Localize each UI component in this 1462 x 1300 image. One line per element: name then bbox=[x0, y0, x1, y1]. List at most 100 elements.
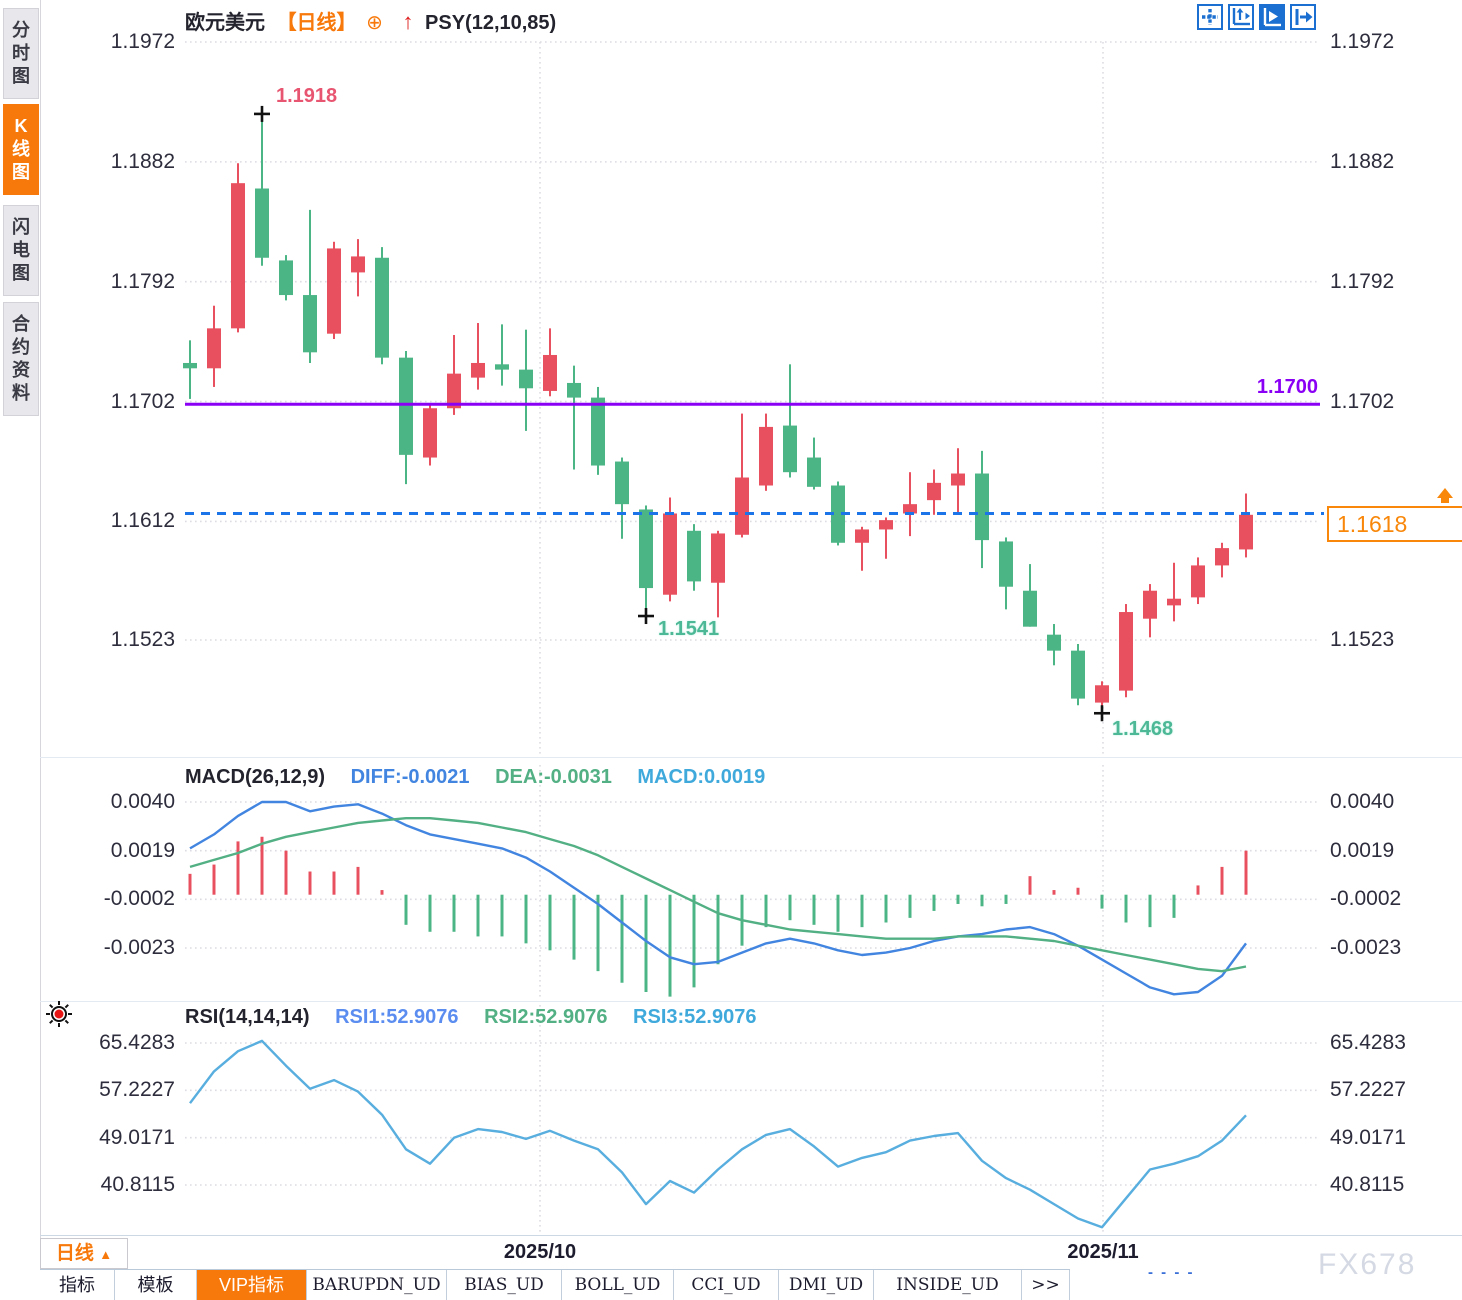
price-axis-label: 1.1972 bbox=[1330, 30, 1395, 53]
x-axis-date: 2025/11 bbox=[1067, 1241, 1139, 1263]
last-price-badge[interactable]: 1.1618 bbox=[1327, 506, 1462, 542]
macd-axis-label: -0.0023 bbox=[1330, 936, 1402, 959]
candle-body bbox=[399, 357, 413, 455]
macd-axis-label: -0.0002 bbox=[1330, 887, 1402, 911]
price-axis-label: 1.1792 bbox=[110, 269, 175, 293]
panel-separator bbox=[40, 1001, 1462, 1002]
period-tag[interactable]: 【日线】 bbox=[276, 12, 357, 34]
watermark: FX678 bbox=[1318, 1248, 1417, 1281]
rsi2-value: RSI2:52.9076 bbox=[484, 1006, 608, 1028]
candle-body bbox=[687, 530, 701, 582]
candle-body bbox=[1095, 685, 1109, 703]
price-up-marker-icon bbox=[1437, 488, 1453, 503]
candle-body bbox=[1023, 590, 1037, 627]
candle-body bbox=[663, 513, 677, 595]
rsi-axis-label: 57.2227 bbox=[1330, 1078, 1406, 1102]
panel-separator bbox=[40, 1235, 1462, 1236]
period-selector[interactable]: 日线 ▲ bbox=[40, 1238, 128, 1269]
candle-body bbox=[543, 354, 557, 391]
rsi-axis-label: 40.8115 bbox=[1330, 1172, 1405, 1196]
sidebar-tab-kline[interactable]: K线图 bbox=[3, 104, 39, 195]
panel-separator bbox=[40, 757, 1462, 758]
axis-scale-icon[interactable] bbox=[1228, 4, 1254, 30]
price-axis-label: 1.1523 bbox=[1330, 628, 1395, 651]
tab-barupdn-ud[interactable]: BARUPDN_UD bbox=[307, 1270, 447, 1300]
truncated-dashes: - - - - bbox=[1148, 1264, 1195, 1281]
tab-inside-ud[interactable]: INSIDE_UD bbox=[874, 1270, 1022, 1300]
indicator-settings-sun-icon[interactable] bbox=[45, 1000, 73, 1028]
macd-axis-label: 0.0040 bbox=[110, 790, 175, 813]
indicator-tabbar: 指标 模板 VIP指标 BARUPDN_UD BIAS_UD BOLL_UD C… bbox=[40, 1269, 1070, 1300]
tab-boll-ud[interactable]: BOLL_UD bbox=[562, 1270, 674, 1300]
rsi-axis-label: 49.0171 bbox=[1330, 1125, 1406, 1149]
candle-body bbox=[351, 256, 365, 273]
candle-body bbox=[423, 408, 437, 458]
tab-vip-indicators[interactable]: VIP指标 bbox=[197, 1270, 307, 1300]
low2-price-annotation: 1.1468 bbox=[1112, 718, 1174, 740]
rsi1-value: RSI1:52.9076 bbox=[335, 1006, 459, 1028]
candle-body bbox=[519, 369, 533, 389]
sidebar-tab-flash[interactable]: 闪电图 bbox=[3, 205, 39, 296]
candle-body bbox=[999, 541, 1013, 587]
sidebar: 分时图 K线图 闪电图 合约资料 bbox=[0, 0, 41, 1268]
candle-body bbox=[1047, 634, 1061, 651]
candle-body bbox=[855, 529, 869, 543]
candle-body bbox=[231, 183, 245, 329]
price-axis-label: 1.1702 bbox=[110, 389, 175, 413]
candle-body bbox=[759, 426, 773, 486]
pan-right-icon[interactable] bbox=[1290, 4, 1316, 30]
tab-templates[interactable]: 模板 bbox=[115, 1270, 197, 1300]
sidebar-tab-label: 分时图 bbox=[12, 20, 30, 86]
crosshair-move-icon[interactable] bbox=[1197, 4, 1223, 30]
candle-body bbox=[471, 362, 485, 378]
chart-header: 欧元美元 【日线】 ⊕ ↑ PSY(12,10,85) bbox=[185, 6, 576, 35]
sidebar-tab-label: K线图 bbox=[12, 116, 30, 182]
candle-body bbox=[1071, 650, 1085, 699]
overlay-plus-icon[interactable]: ⊕ bbox=[366, 12, 383, 34]
candle-body bbox=[711, 533, 725, 583]
candle-body bbox=[1239, 514, 1253, 550]
price-axis-label: 1.1882 bbox=[1330, 149, 1395, 173]
tab-dmi-ud[interactable]: DMI_UD bbox=[779, 1270, 874, 1300]
macd-title[interactable]: MACD(26,12,9) bbox=[185, 766, 326, 788]
macd-diff-line bbox=[189, 800, 1247, 996]
macd-axis-label: -0.0023 bbox=[103, 936, 175, 959]
candle-body bbox=[1167, 598, 1181, 606]
macd-axis-label: 0.0040 bbox=[1330, 790, 1395, 813]
candle-body bbox=[831, 485, 845, 543]
macd-axis-label: 0.0019 bbox=[110, 838, 175, 862]
macd-axis-label: 0.0019 bbox=[1330, 838, 1395, 862]
candle-body bbox=[783, 425, 797, 473]
x-axis-date: 2025/10 bbox=[503, 1241, 577, 1263]
sidebar-tab-contract-info[interactable]: 合约资料 bbox=[3, 302, 39, 416]
price-axis-label: 1.1972 bbox=[110, 30, 175, 53]
price-axis-label: 1.1882 bbox=[110, 149, 175, 173]
rsi-axis-label: 40.8115 bbox=[100, 1172, 175, 1196]
candle-body bbox=[567, 382, 581, 398]
tab-indicators[interactable]: 指标 bbox=[40, 1270, 115, 1300]
candle-body bbox=[735, 477, 749, 535]
rsi-title[interactable]: RSI(14,14,14) bbox=[185, 1006, 310, 1028]
candle-body bbox=[1143, 590, 1157, 619]
macd-dea-line bbox=[189, 817, 1247, 973]
price-axis-label: 1.1702 bbox=[1330, 389, 1395, 413]
tab-more[interactable]: >> bbox=[1022, 1270, 1070, 1300]
candle-body bbox=[1191, 565, 1205, 598]
indicator-name[interactable]: PSY(12,10,85) bbox=[425, 12, 557, 34]
macd-bar-value: MACD:0.0019 bbox=[637, 766, 766, 788]
sidebar-tab-timeshare[interactable]: 分时图 bbox=[3, 8, 39, 99]
macd-dea-value: DEA:-0.0031 bbox=[495, 766, 612, 788]
sidebar-tab-label: 闪电图 bbox=[12, 217, 30, 283]
candle-body bbox=[207, 328, 221, 369]
candle-body bbox=[591, 397, 605, 466]
rsi-axis-label: 49.0171 bbox=[99, 1125, 175, 1149]
rsi-header: RSI(14,14,14) RSI1:52.9076 RSI2:52.9076 … bbox=[185, 1006, 776, 1029]
macd-diff-value: DIFF:-0.0021 bbox=[350, 766, 470, 788]
triangle-up-icon: ▲ bbox=[99, 1247, 113, 1262]
axis-play-icon[interactable] bbox=[1259, 4, 1285, 30]
tab-bias-ud[interactable]: BIAS_UD bbox=[447, 1270, 562, 1300]
candle-body bbox=[327, 248, 341, 334]
tab-cci-ud[interactable]: CCI_UD bbox=[674, 1270, 779, 1300]
